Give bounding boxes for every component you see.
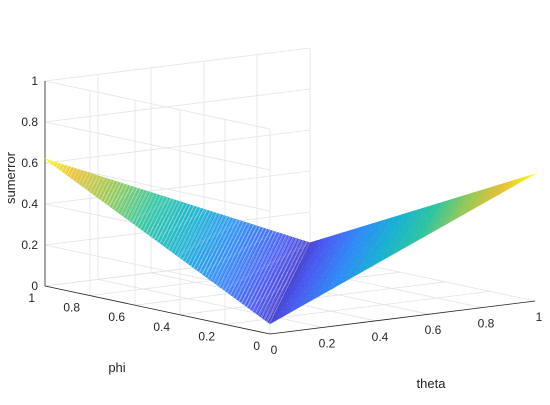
side-wall-grid-line-z [44, 121, 271, 171]
back-wall-grid-line-z [44, 47, 311, 82]
back-wall-grid-line-z [44, 129, 311, 164]
side-wall-grid-line-z [44, 80, 271, 130]
back-wall-grid-line-z [44, 170, 311, 205]
phi-axis-line [44, 285, 271, 335]
theta-axis-line [269, 300, 536, 335]
back-wall-grid-line-z [44, 88, 311, 123]
surface-mesh [44, 158, 536, 325]
floor-grid-line-theta [97, 279, 324, 328]
